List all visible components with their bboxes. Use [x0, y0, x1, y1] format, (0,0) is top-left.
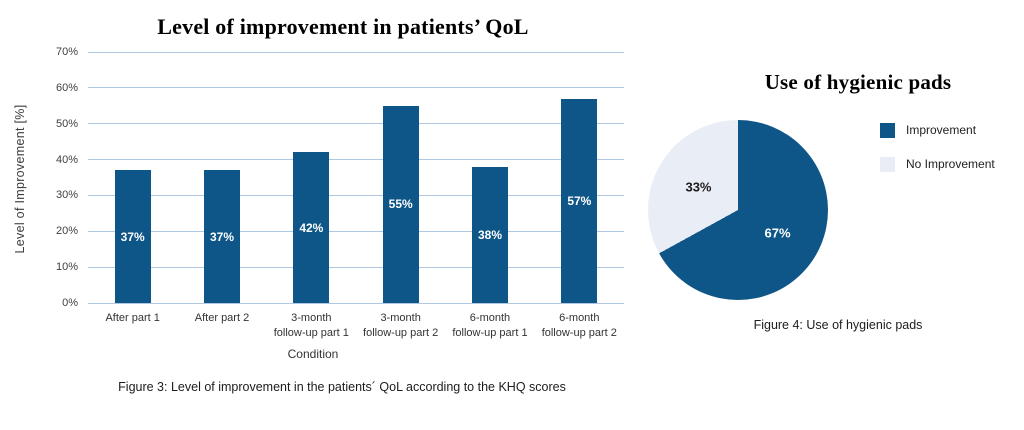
bar: 37%: [204, 170, 240, 303]
bar-value-label: 55%: [388, 197, 413, 212]
legend-swatch: [880, 122, 895, 138]
x-category-label: 3-month follow-up part 1: [273, 312, 349, 339]
figure3-caption: Figure 3: Level of improvement in the pa…: [118, 380, 566, 394]
bar-value-label: 37%: [209, 229, 235, 244]
gridline: [88, 302, 624, 304]
y-tick-label: 0%: [62, 297, 78, 309]
legend-swatch: [880, 156, 895, 172]
y-tick-label: 10%: [55, 261, 78, 274]
x-axis-title: Condition: [287, 347, 339, 361]
legend-item: No Improvement: [880, 156, 995, 172]
y-tick-label: 50%: [55, 117, 78, 130]
y-axis-tick-labels: 70% 60% 50% 40% 30% 20% 10% 0%: [0, 46, 80, 309]
bar: 38%: [472, 166, 508, 303]
y-tick-label: 60%: [55, 81, 78, 94]
legend-item-label: No Improvement: [906, 157, 995, 171]
legend-item-label: Improvement: [906, 123, 977, 137]
y-tick-label: 70%: [55, 46, 78, 58]
pie-chart-title: Use of hygienic pads: [764, 70, 952, 94]
x-category-label: After part 1: [105, 312, 160, 324]
bar: 57%: [561, 98, 598, 303]
gridline: [88, 51, 624, 53]
bar-value-label: 57%: [567, 193, 592, 208]
y-tick-label: 30%: [55, 189, 78, 202]
pie-slice-label: 33%: [685, 179, 712, 195]
bar-value-label: 37%: [120, 229, 145, 244]
gridline: [88, 194, 624, 196]
gridline: [88, 266, 624, 268]
pie-legend: Improvement No Improvement: [880, 122, 995, 172]
pie-slice-label: 67%: [764, 225, 791, 241]
y-tick-label: 40%: [55, 153, 78, 166]
gridline: [88, 230, 624, 232]
bar-chart-plot-area: 37% 37% 42% 55% 38% 57%: [88, 51, 624, 304]
x-category-label: 6-month follow-up part 2: [541, 312, 617, 339]
x-axis-category-labels: After part 1 After part 2 3-month follow-u…: [88, 311, 624, 341]
gridline: [88, 87, 624, 89]
bar-value-label: 38%: [477, 227, 503, 242]
bar-value-label: 42%: [299, 220, 324, 235]
pie: 67% 33%: [648, 120, 828, 300]
gridline: [88, 159, 624, 161]
bar: 55%: [382, 105, 419, 303]
bar: 37%: [114, 170, 151, 303]
gridline: [88, 123, 624, 125]
x-category-label: After part 2: [194, 312, 250, 324]
legend-item: Improvement: [880, 122, 995, 138]
bar-chart-title: Level of improvement in patients’ QoL: [157, 14, 529, 39]
x-category-label: 3-month follow-up part 2: [363, 312, 439, 339]
y-tick-label: 20%: [55, 225, 78, 238]
bar: 42%: [293, 152, 330, 303]
figure4-caption: Figure 4: Use of hygienic pads: [753, 318, 923, 332]
x-category-label: 6-month follow-up part 1: [452, 312, 528, 339]
